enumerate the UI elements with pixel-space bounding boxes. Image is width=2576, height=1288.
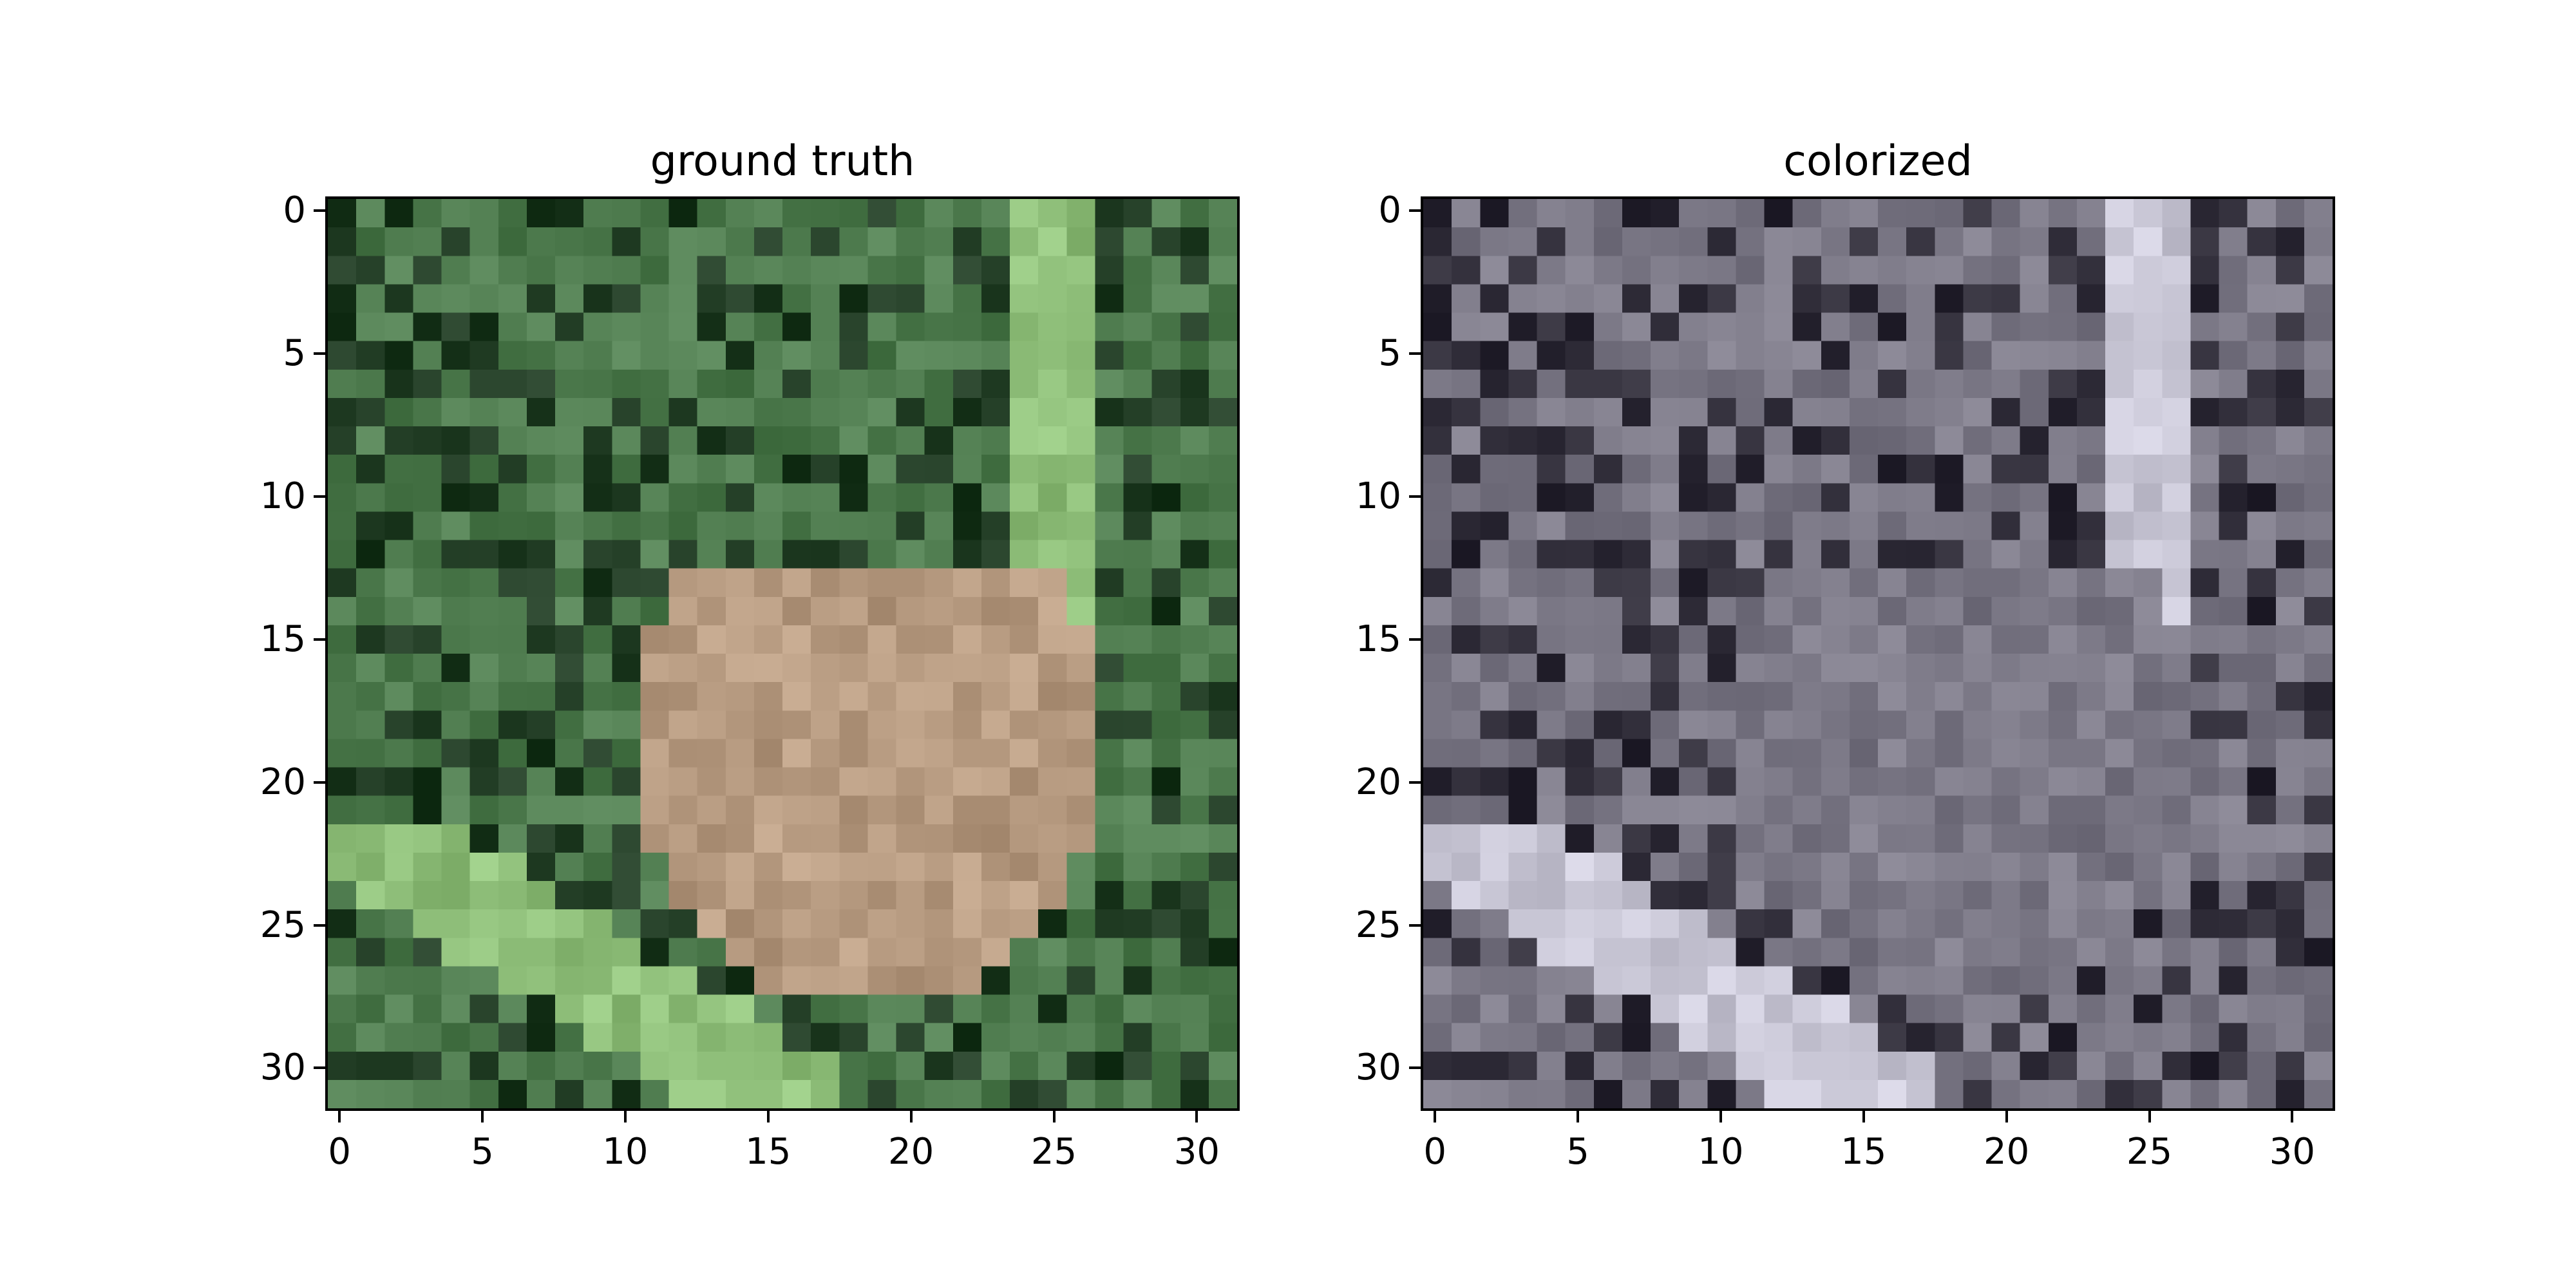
y-tick bbox=[1409, 352, 1421, 355]
panel-title: ground truth bbox=[650, 137, 915, 185]
x-tick-label: 5 bbox=[1566, 1131, 1589, 1173]
x-tick-label: 25 bbox=[2126, 1131, 2173, 1173]
x-tick-label: 20 bbox=[888, 1131, 934, 1173]
y-tick-label: 0 bbox=[1378, 189, 1401, 232]
y-tick bbox=[314, 923, 325, 927]
x-tick-label: 15 bbox=[1841, 1131, 1887, 1173]
x-tick-label: 0 bbox=[1423, 1131, 1446, 1173]
x-tick bbox=[623, 1111, 627, 1122]
y-tick bbox=[1409, 781, 1421, 784]
x-tick bbox=[2291, 1111, 2294, 1122]
x-tick bbox=[1052, 1111, 1056, 1122]
x-tick bbox=[766, 1111, 770, 1122]
colorized-image bbox=[1423, 199, 2333, 1108]
x-tick bbox=[909, 1111, 913, 1122]
x-tick-label: 20 bbox=[1984, 1131, 2030, 1173]
y-tick-label: 30 bbox=[260, 1046, 306, 1089]
x-tick-label: 25 bbox=[1030, 1131, 1077, 1173]
y-tick-label: 15 bbox=[1355, 618, 1401, 660]
x-tick-label: 15 bbox=[745, 1131, 791, 1173]
y-tick-label: 20 bbox=[1355, 761, 1401, 803]
x-tick bbox=[1719, 1111, 1722, 1122]
y-tick-label: 10 bbox=[260, 475, 306, 517]
y-tick bbox=[314, 638, 325, 641]
x-tick bbox=[1195, 1111, 1198, 1122]
y-tick bbox=[1409, 923, 1421, 927]
x-tick bbox=[338, 1111, 341, 1122]
y-tick bbox=[314, 1066, 325, 1070]
image-plot bbox=[1421, 196, 2335, 1111]
x-tick bbox=[481, 1111, 484, 1122]
ground-truth-image bbox=[328, 199, 1237, 1108]
x-tick-label: 10 bbox=[1698, 1131, 1744, 1173]
y-tick-label: 5 bbox=[1378, 332, 1401, 375]
x-tick-label: 10 bbox=[602, 1131, 649, 1173]
y-tick bbox=[1409, 1066, 1421, 1070]
y-tick bbox=[314, 495, 325, 498]
x-tick-label: 30 bbox=[2269, 1131, 2316, 1173]
image-plot bbox=[325, 196, 1240, 1111]
y-tick bbox=[314, 352, 325, 355]
y-tick-label: 5 bbox=[283, 332, 306, 375]
x-tick bbox=[1862, 1111, 1865, 1122]
panel-title: colorized bbox=[1783, 137, 1973, 185]
y-tick-label: 25 bbox=[260, 904, 306, 946]
y-tick-label: 25 bbox=[1355, 904, 1401, 946]
y-tick-label: 15 bbox=[260, 618, 306, 660]
y-tick bbox=[1409, 209, 1421, 213]
y-tick-label: 30 bbox=[1355, 1046, 1401, 1089]
y-tick bbox=[314, 781, 325, 784]
y-tick bbox=[314, 209, 325, 213]
x-tick bbox=[1577, 1111, 1580, 1122]
y-tick-label: 10 bbox=[1355, 475, 1401, 517]
panel-ground-truth: ground truth 0 5 10 15 20 25 30 0 5 10 15 20 25 30 bbox=[260, 137, 1240, 1173]
y-tick bbox=[1409, 495, 1421, 498]
y-tick-label: 20 bbox=[260, 761, 306, 803]
x-tick bbox=[1434, 1111, 1437, 1122]
x-tick-label: 30 bbox=[1173, 1131, 1220, 1173]
x-tick-label: 0 bbox=[328, 1131, 351, 1173]
x-tick bbox=[2148, 1111, 2151, 1122]
x-tick bbox=[2005, 1111, 2008, 1122]
y-tick-label: 0 bbox=[283, 189, 306, 232]
x-tick-label: 5 bbox=[471, 1131, 494, 1173]
y-tick bbox=[1409, 638, 1421, 641]
